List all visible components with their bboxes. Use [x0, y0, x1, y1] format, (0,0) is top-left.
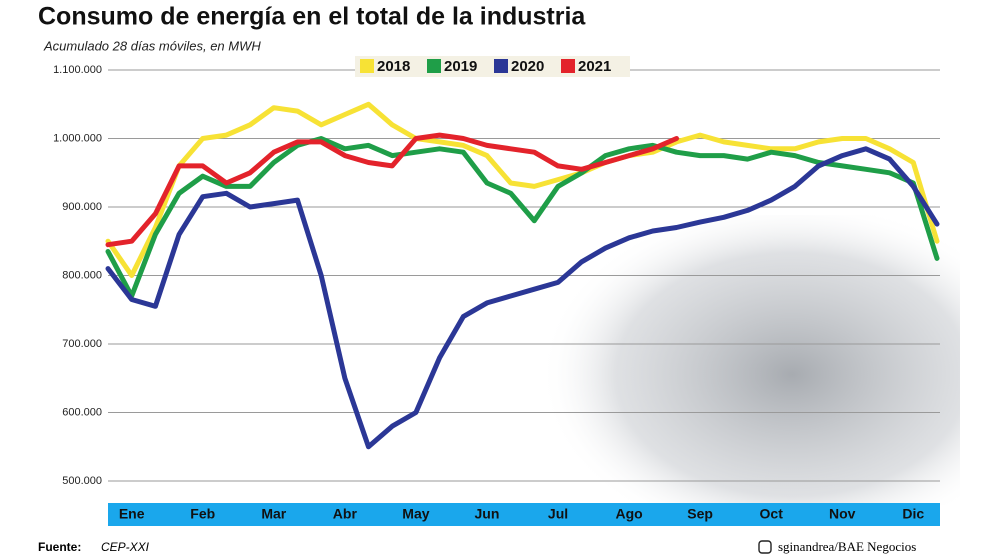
line-2021 — [105, 132, 679, 248]
legend-label: 2019 — [444, 58, 477, 75]
x-tick-label: Ago — [615, 506, 642, 522]
x-tick-label: Mar — [261, 506, 286, 522]
legend-swatch — [561, 59, 575, 73]
line-2020 — [105, 146, 940, 450]
x-tick-label: Abr — [333, 506, 358, 522]
x-tick-label: Feb — [190, 506, 215, 522]
legend-label: 2020 — [511, 58, 544, 75]
y-tick-label: 800.000 — [62, 269, 102, 281]
x-tick-label: Oct — [760, 506, 784, 522]
credit: sginandrea/BAE Negocios — [778, 539, 916, 554]
x-tick-label: Dic — [902, 506, 924, 522]
x-tick-label: Ene — [119, 506, 145, 522]
y-tick-label: 600.000 — [62, 406, 102, 418]
x-tick-label: May — [402, 506, 429, 522]
legend-swatch — [494, 59, 508, 73]
x-tick-label: Sep — [687, 506, 713, 522]
y-tick-label: 700.000 — [62, 338, 102, 350]
line-2019 — [105, 136, 940, 299]
y-tick-label: 500.000 — [62, 475, 102, 487]
y-tick-label: 900.000 — [62, 201, 102, 213]
source-label: Fuente: — [38, 540, 81, 554]
line-2018 — [105, 101, 940, 278]
source: CEP-XXI — [101, 540, 150, 554]
y-tick-label: 1.000.000 — [53, 132, 102, 144]
instagram-icon — [758, 540, 772, 554]
background-photo — [540, 215, 960, 505]
x-tick-label: Jun — [475, 506, 500, 522]
legend-label: 2018 — [377, 58, 410, 75]
legend-swatch — [427, 59, 441, 73]
subtitle: Acumulado 28 días móviles, en MWH — [43, 38, 261, 53]
x-tick-label: Nov — [829, 506, 856, 522]
chart-title: Consumo de energía en el total de la ind… — [38, 3, 586, 31]
x-tick-label: Jul — [548, 506, 568, 522]
legend-label: 2021 — [578, 58, 611, 75]
month-band — [108, 503, 940, 526]
legend-swatch — [360, 59, 374, 73]
y-tick-label: 1.100.000 — [53, 64, 102, 76]
